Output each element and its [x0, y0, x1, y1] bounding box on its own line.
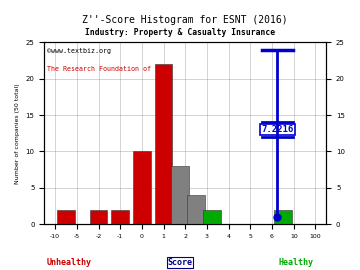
- Text: ©www.textbiz.org: ©www.textbiz.org: [47, 48, 111, 54]
- Bar: [274, 210, 292, 224]
- Bar: [57, 210, 75, 224]
- Bar: [171, 166, 189, 224]
- Bar: [203, 210, 221, 224]
- Y-axis label: Number of companies (50 total): Number of companies (50 total): [15, 83, 20, 184]
- Text: Score: Score: [167, 258, 193, 267]
- Bar: [187, 195, 205, 224]
- Title: Z''-Score Histogram for ESNT (2016): Z''-Score Histogram for ESNT (2016): [82, 15, 288, 25]
- Text: The Research Foundation of SUNY: The Research Foundation of SUNY: [47, 66, 171, 72]
- Bar: [90, 210, 107, 224]
- Text: 7.2216: 7.2216: [261, 125, 294, 134]
- Bar: [133, 151, 151, 224]
- Text: Industry: Property & Casualty Insurance: Industry: Property & Casualty Insurance: [85, 28, 275, 37]
- Text: Healthy: Healthy: [278, 258, 313, 267]
- Bar: [155, 64, 172, 224]
- Text: Unhealthy: Unhealthy: [47, 258, 92, 267]
- Bar: [111, 210, 129, 224]
